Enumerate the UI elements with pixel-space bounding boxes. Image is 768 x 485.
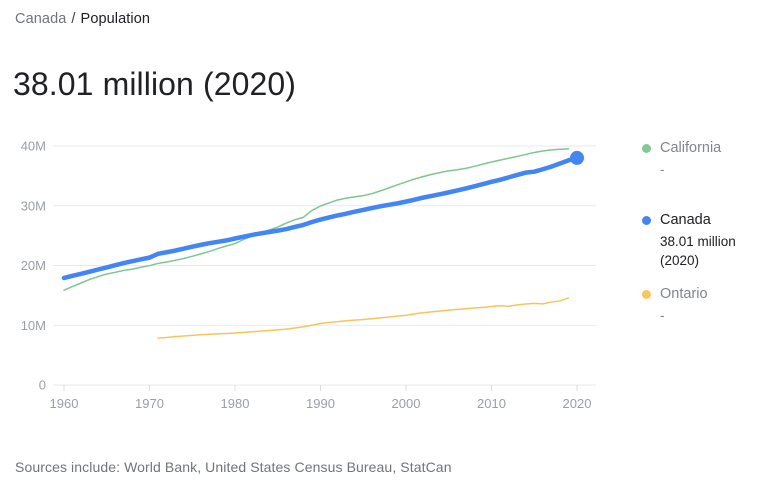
- legend-item-ontario[interactable]: Ontario -: [642, 284, 764, 325]
- california-series-dot-icon: [642, 144, 651, 153]
- breadcrumb-parent[interactable]: Canada: [15, 11, 67, 27]
- svg-text:10M: 10M: [21, 318, 46, 333]
- svg-text:1980: 1980: [221, 396, 250, 411]
- breadcrumb: Canada / Population: [15, 11, 150, 27]
- page-title: 38.01 million (2020): [13, 66, 297, 102]
- svg-text:1990: 1990: [306, 396, 335, 411]
- ontario-series-dot-icon: [642, 290, 651, 299]
- legend-item-canada[interactable]: Canada 38.01 million (2020): [642, 210, 764, 270]
- legend-value-canada: 38.01 million (2020): [660, 234, 736, 268]
- svg-text:30M: 30M: [21, 198, 46, 213]
- breadcrumb-separator-icon: /: [71, 11, 76, 27]
- svg-text:2010: 2010: [477, 396, 506, 411]
- legend-label-california: California: [660, 140, 722, 156]
- legend-item-california[interactable]: California -: [642, 138, 764, 179]
- svg-text:0: 0: [39, 378, 46, 393]
- legend-value-ontario: -: [660, 308, 665, 323]
- population-chart[interactable]: 0 10M 20M 30M 40M 1960 1970 1980 1990 2000 2010 202…: [0, 128, 625, 420]
- breadcrumb-current[interactable]: Population: [80, 11, 151, 27]
- svg-text:2000: 2000: [392, 396, 421, 411]
- legend-label-canada: Canada: [660, 212, 711, 228]
- svg-text:40M: 40M: [21, 139, 46, 154]
- svg-text:1960: 1960: [50, 396, 79, 411]
- sources-note: Sources include: World Bank, United Stat…: [15, 459, 452, 475]
- svg-text:1970: 1970: [135, 396, 164, 411]
- canada-series-dot-icon: [642, 216, 651, 225]
- legend-label-ontario: Ontario: [660, 286, 708, 302]
- chart-legend: California - Canada 38.01 million (2020)…: [642, 138, 764, 356]
- svg-text:20M: 20M: [21, 258, 46, 273]
- svg-text:2020: 2020: [563, 396, 592, 411]
- legend-value-california: -: [660, 162, 665, 177]
